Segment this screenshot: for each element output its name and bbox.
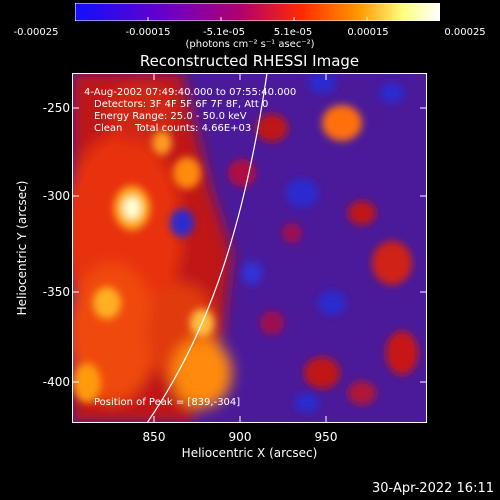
colorbar-tick: 5.1e-05 xyxy=(273,27,313,38)
colorbar-tick: -5.1e-05 xyxy=(203,27,245,38)
image-plot: 4-Aug-2002 07:49:40.000 to 07:55:40.000 … xyxy=(72,73,427,423)
y-axis-label: Heliocentric Y (arcsec) xyxy=(15,180,29,316)
x-tick-label: 850 xyxy=(142,430,166,444)
y-tick-label: -400 xyxy=(42,375,70,389)
x-axis-label: Heliocentric X (arcsec) xyxy=(181,446,318,460)
plot-title: Reconstructed RHESSI Image xyxy=(139,52,360,70)
energy-range-annotation: Energy Range: 25.0 - 50.0 keV xyxy=(94,111,247,122)
colorbar-tick: 0.00025 xyxy=(444,27,486,38)
x-tick-label: 950 xyxy=(314,430,338,444)
y-tick-label: -350 xyxy=(42,285,70,299)
solar-limb-arc xyxy=(146,73,268,423)
clean-counts-annotation: Clean Total counts: 4.66E+03 xyxy=(94,123,252,134)
colorbar-tick: 0.00015 xyxy=(347,27,389,38)
time-range-annotation: 4-Aug-2002 07:49:40.000 to 07:55:40.000 xyxy=(84,87,297,98)
y-tick-label: -300 xyxy=(42,189,70,203)
colorbar xyxy=(75,3,440,21)
x-tick-label: 900 xyxy=(228,430,252,444)
detectors-annotation: Detectors: 3F 4F 5F 6F 7F 8F, Att 0 xyxy=(94,99,269,110)
colorbar-unit-label: (photons cm⁻² s⁻¹ asec⁻²) xyxy=(185,39,315,50)
y-tick-label: -250 xyxy=(42,101,70,115)
colorbar-gradient xyxy=(75,3,440,21)
colorbar-tick: -0.00025 xyxy=(13,27,59,38)
timestamp: 30-Apr-2022 16:11 xyxy=(372,481,494,496)
heatmap-image xyxy=(72,73,427,423)
colorbar-tick: -0.00015 xyxy=(125,27,171,38)
peak-position-annotation: Position of Peak = [839,-304] xyxy=(94,397,241,408)
